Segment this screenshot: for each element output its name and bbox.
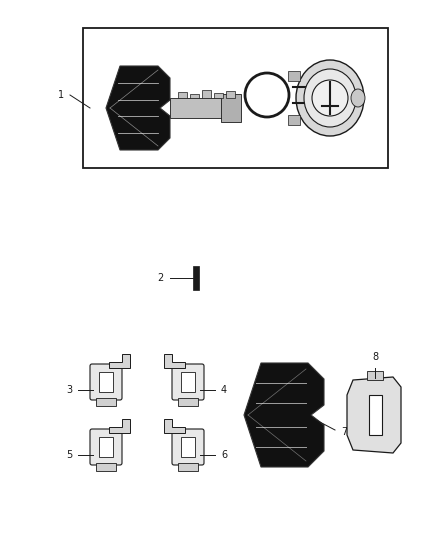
Bar [226,91,235,98]
Bar [288,115,300,125]
Polygon shape [109,354,130,368]
FancyBboxPatch shape [172,429,204,465]
Bar [99,437,113,457]
Bar [99,372,113,392]
FancyBboxPatch shape [90,429,122,465]
Text: 2: 2 [158,273,164,283]
Polygon shape [164,419,185,433]
Polygon shape [109,419,130,433]
Bar [96,463,116,471]
Text: 5: 5 [66,450,72,460]
Bar [288,71,300,81]
Polygon shape [347,377,401,453]
Bar [181,437,195,457]
Bar [221,94,241,122]
Bar [181,372,195,392]
Circle shape [312,80,348,116]
Bar [202,90,211,98]
Ellipse shape [296,60,364,136]
Bar [178,398,198,406]
Text: 1: 1 [58,90,64,100]
Bar [193,266,199,290]
Bar [367,371,383,380]
FancyBboxPatch shape [172,364,204,400]
Text: 4: 4 [221,385,227,395]
FancyBboxPatch shape [90,364,122,400]
Bar [178,92,187,98]
Ellipse shape [351,89,365,107]
Bar [170,98,236,118]
Bar [369,395,382,435]
Bar [214,93,223,98]
Polygon shape [106,66,170,150]
Text: 6: 6 [221,450,227,460]
Polygon shape [164,354,185,368]
Text: 7: 7 [341,427,347,437]
Polygon shape [244,363,324,467]
Bar [83,28,388,168]
Bar [96,398,116,406]
Text: 3: 3 [66,385,72,395]
Ellipse shape [304,69,356,127]
Text: 8: 8 [372,352,378,362]
Bar [178,463,198,471]
Bar [190,94,199,98]
